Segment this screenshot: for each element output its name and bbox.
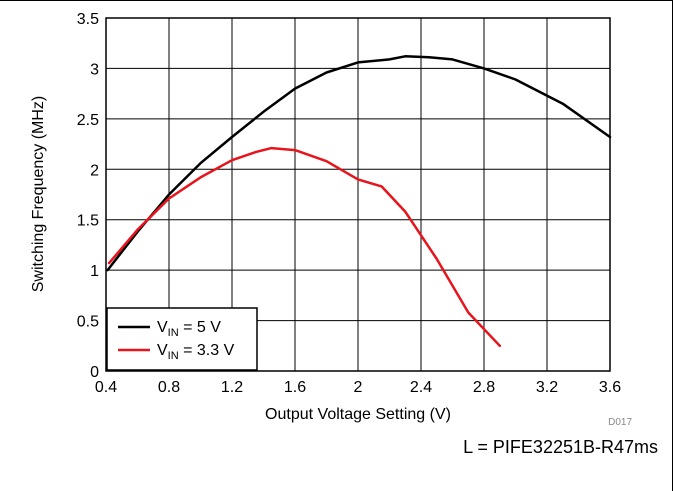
x-tick-label: 0.8	[158, 379, 180, 396]
x-axis-label: Output Voltage Setting (V)	[265, 406, 451, 423]
y-tick-labels: 0 0.5 1 1.5 2 2.5 3 3.5	[77, 11, 99, 381]
x-tick-label: 1.6	[284, 379, 306, 396]
y-tick-label: 2	[90, 162, 99, 179]
x-tick-label: 1.2	[221, 379, 243, 396]
y-tick-label: 0.5	[77, 314, 99, 331]
y-tick-label: 2.5	[77, 112, 99, 129]
x-tick-label: 3.2	[536, 379, 558, 396]
legend: VIN = 5 V VIN = 3.3 V	[106, 307, 258, 371]
x-tick-labels: 0.4 0.8 1.2 1.6 2 2.4 2.8 3.2 3.6	[95, 379, 621, 396]
inductor-note: L = PIFE32251B-R47ms	[463, 437, 658, 457]
y-tick-label: 3	[90, 61, 99, 78]
series-line-vin5	[106, 55, 612, 272]
y-axis-label: Switching Frequency (MHz)	[30, 96, 47, 293]
legend-label-vin33: VIN = 3.3 V	[157, 342, 235, 362]
series-layer	[106, 55, 612, 348]
y-tick-label: 1	[90, 263, 99, 280]
figure-id-label: D017	[608, 417, 632, 428]
series-line-vin33	[107, 146, 502, 348]
y-tick-label: 3.5	[77, 11, 99, 28]
y-tick-label: 0	[90, 364, 99, 381]
plot-area	[105, 17, 612, 372]
x-tick-label: 2.4	[410, 379, 432, 396]
legend-label-vin5: VIN = 5 V	[157, 319, 221, 339]
legend-box	[106, 307, 258, 371]
x-tick-label: 0.4	[95, 379, 117, 396]
x-tick-label: 2	[354, 379, 363, 396]
x-tick-label: 2.8	[473, 379, 495, 396]
y-tick-label: 1.5	[77, 213, 99, 230]
plot-border	[105, 17, 611, 372]
x-tick-label: 3.6	[599, 379, 621, 396]
